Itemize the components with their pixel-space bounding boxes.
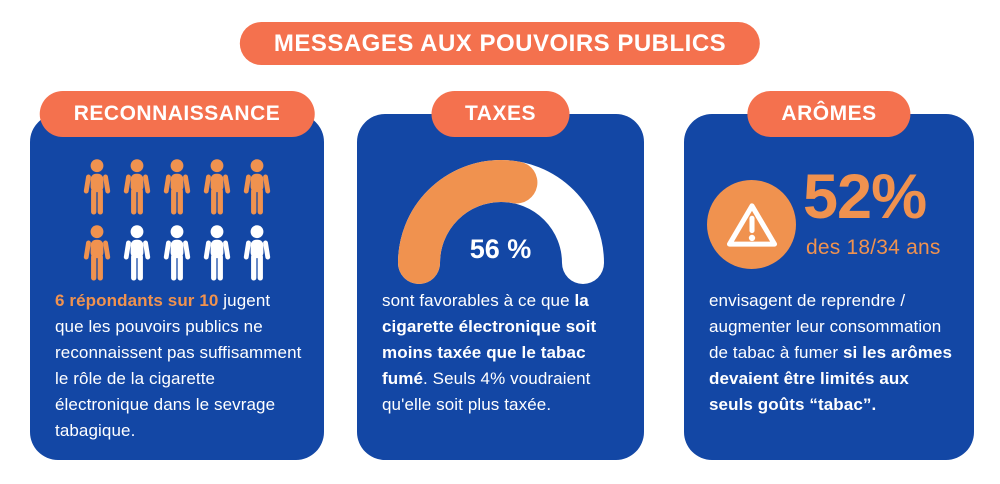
tax-gauge-chart: 56 % [396,158,606,290]
card-aromes: ARÔMES 52% des 18/34 ans envisagent de r… [684,91,974,460]
description-text: envisagent de reprendre / augmenter leur… [709,291,942,362]
person-icon [83,159,111,215]
respondents-pictogram [81,158,273,281]
person-icon [83,225,111,281]
card-reconnaissance: RECONNAISSANCE 6 répondants sur 10 jugen… [30,91,324,460]
card-description: 6 répondants sur 10 jugent que les pouvo… [55,288,303,444]
page-title: MESSAGES AUX POUVOIRS PUBLICS [239,22,761,65]
person-icon [243,225,271,281]
person-icon [203,159,231,215]
card-taxes-title: TAXES [431,91,570,137]
person-icon [203,225,231,281]
description-text: sont favorables à ce que [382,291,575,310]
person-icon [163,225,191,281]
card-description: sont favorables à ce que la cigarette él… [382,288,623,418]
person-icon [123,159,151,215]
card-reconnaissance-title: RECONNAISSANCE [39,91,315,137]
card-title-label: RECONNAISSANCE [73,102,281,125]
stat-highlight: 6 répondants sur 10 [55,291,219,310]
description-bold-text: si les arômes devaient être limités aux … [709,343,953,414]
card-title-label: ARÔMES [781,102,877,125]
person-icon [163,159,191,215]
card-taxes: TAXES 56 % sont favorables à ce que la c… [357,91,644,460]
page-title-label: MESSAGES AUX POUVOIRS PUBLICS [273,29,727,57]
card-title-label: TAXES [465,102,536,125]
warning-icon [707,180,796,269]
person-icon [243,159,271,215]
card-description: envisagent de reprendre / augmenter leur… [709,288,953,418]
card-aromes-title: ARÔMES [747,91,911,137]
gauge-value-arc [397,160,604,284]
gauge-value-label: 56 % [469,234,532,264]
stat-subtitle: des 18/34 ans [806,236,941,259]
description-bold-text: la cigarette électronique soit moins tax… [382,291,597,388]
description-text: . Seuls 4% voudraient qu'elle soit plus … [382,369,591,414]
person-icon [123,225,151,281]
description-text: jugent que les pouvoirs publics ne recon… [55,291,302,440]
stat-value: 52% [803,162,927,232]
